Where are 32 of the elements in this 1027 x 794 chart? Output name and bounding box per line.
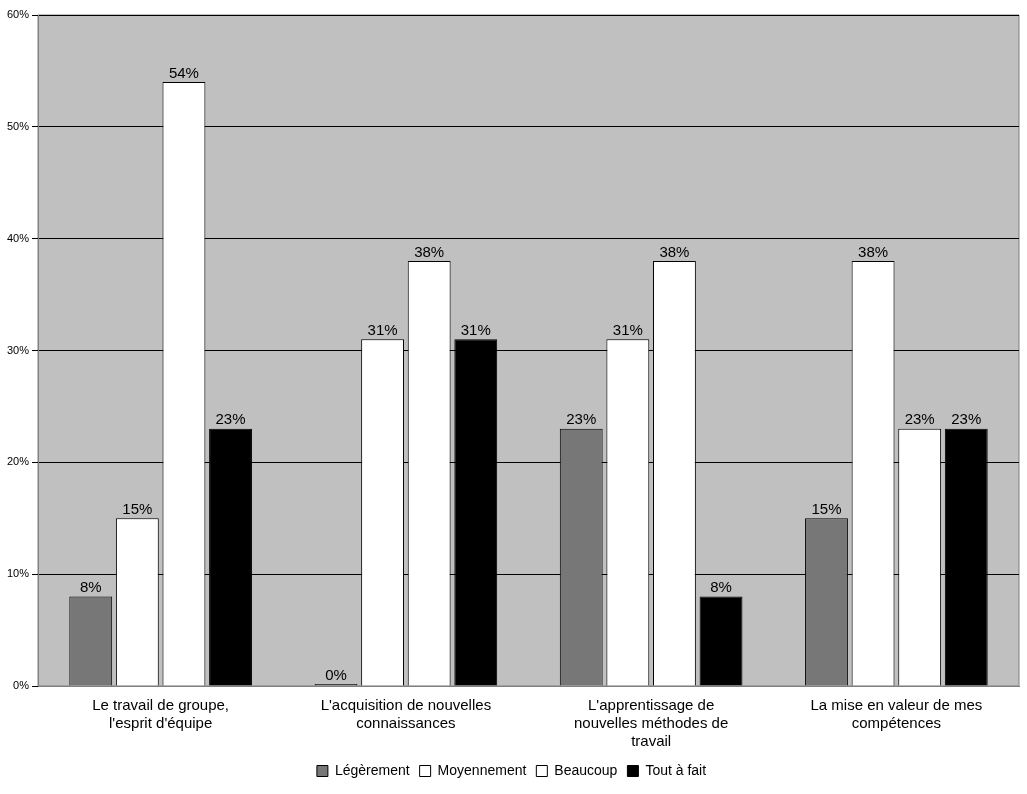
x-tick-label: La mise en valeur de mes compétences	[810, 696, 983, 732]
data-label: 15%	[122, 499, 153, 517]
data-label: 23%	[566, 410, 597, 428]
bar	[699, 596, 743, 686]
x-tick-label: Le travail de groupe, l'esprit d'équipe	[92, 696, 230, 732]
legend-label: Moyennement	[437, 761, 527, 778]
legend-label: Légèrement	[334, 761, 410, 778]
data-label: 23%	[951, 410, 982, 428]
y-tick-label: 30%	[6, 343, 30, 356]
y-tick-label: 20%	[6, 455, 30, 468]
y-tick-label: 10%	[6, 567, 30, 580]
legend-label: Beaucoup	[554, 761, 618, 778]
y-tick-label: 50%	[6, 119, 30, 132]
x-tick-label: L'acquisition de nouvelles connaissances	[320, 696, 492, 732]
x-tick-label: L'apprentissage de nouvelles méthodes de travail	[573, 696, 729, 750]
y-tick-label: 60%	[6, 8, 30, 21]
legend-label: Tout à fait	[645, 761, 707, 778]
data-label: 23%	[215, 410, 246, 428]
data-label: 38%	[414, 242, 445, 260]
data-label: 8%	[79, 578, 102, 596]
data-label: 31%	[612, 320, 643, 338]
y-tick-label: 0%	[13, 679, 30, 692]
data-label: 0%	[325, 665, 347, 683]
data-label: 54%	[168, 63, 199, 81]
data-label: 31%	[460, 320, 491, 338]
data-label: 31%	[367, 320, 398, 338]
data-label: 15%	[811, 499, 842, 517]
y-tick-label: 40%	[6, 231, 30, 244]
data-label: 38%	[659, 242, 690, 260]
data-label: 23%	[904, 410, 935, 428]
data-label: 38%	[858, 242, 889, 260]
data-label: 8%	[710, 578, 732, 596]
